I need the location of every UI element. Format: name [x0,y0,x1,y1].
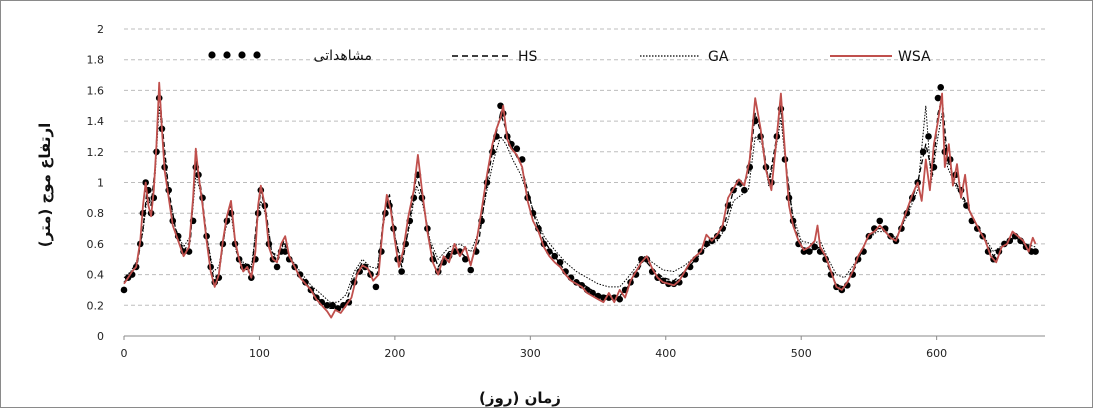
observed-point [676,278,683,286]
legend-item-مشاهداتی: مشاهداتی [208,48,372,64]
y-tick-label: 2 [97,23,104,36]
x-tick-label: 500 [791,347,812,360]
observed-point [876,217,884,225]
x-tick-label: 300 [520,347,541,360]
observed-point [467,266,475,274]
legend-label: مشاهداتی [314,48,372,64]
x-tick-label: 200 [384,347,405,360]
y-tick-label: 0.8 [87,207,105,220]
legend-marker [208,51,216,59]
observed-point [919,148,927,156]
series-layer [120,81,1039,319]
legend-item-WSA: WSA [830,49,931,65]
observed-point [578,282,586,289]
x-tick-label: 600 [926,347,947,360]
axis-ticks: 0 0.2 0.4 0.6 0.8 1 1.2 1.4 1.6 1.8 2 0 100 200 300 400… [87,23,948,360]
legend-marker [238,51,246,59]
WSA-line [123,81,1037,319]
x-axis-title: زمان (روز) [479,389,561,407]
x-tick-label: 400 [655,347,676,360]
legend-marker [253,51,261,59]
series-HS [123,89,1036,310]
observed-point [1032,248,1039,255]
observed-point [323,302,331,309]
observed-point [616,295,624,303]
y-tick-label: 0.6 [87,238,105,251]
legend-label: GA [708,49,729,65]
y-tick-label: 1.6 [87,84,105,97]
y-tick-label: 0 [97,330,104,343]
legend-marker [223,51,231,59]
observed-point [925,133,932,140]
grid-lines [124,28,1045,306]
observed-point [811,243,819,251]
observed-point [398,268,405,275]
x-tick-label: 100 [249,347,270,360]
observed-point [741,186,748,194]
observed-point [372,283,380,291]
GA-line [123,105,1036,303]
y-tick-label: 0.4 [87,269,105,282]
observed-point [937,84,945,91]
x-tick-label: 0 [121,347,128,360]
y-tick-label: 1.8 [87,54,105,67]
observed-point [329,302,336,309]
legend-item-HS: HS [452,49,538,65]
legend-item-GA: GA [640,49,729,65]
observed-point [120,286,128,294]
y-tick-label: 0.2 [87,299,105,312]
series-GA [123,105,1036,303]
HS-line [123,89,1036,310]
y-tick-label: 1 [97,177,104,190]
observed-point [518,156,526,163]
y-tick-label: 1.4 [87,115,105,128]
observed-point [934,94,942,102]
y-axis-title: ارتفاع موج (متر) [36,123,54,247]
y-tick-label: 1.2 [87,146,105,159]
series-WSA [123,81,1037,319]
legend-label: WSA [898,49,931,65]
observed-point [462,255,469,263]
observed-point [513,145,521,153]
observed-point [273,263,281,271]
legend-label: HS [518,49,538,65]
legend: مشاهداتی HS GA WSA [208,48,931,65]
